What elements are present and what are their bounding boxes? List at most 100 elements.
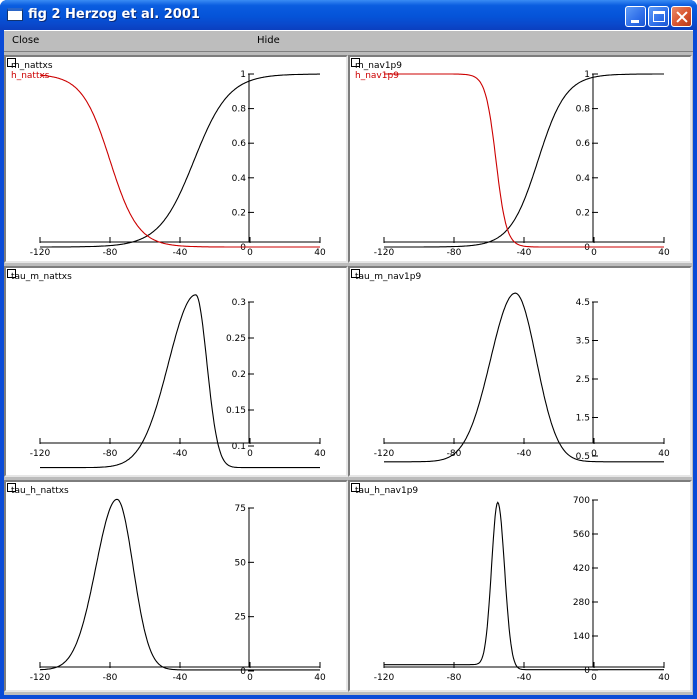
y-tick-label: 280 (573, 598, 590, 608)
x-tick-label: 40 (314, 449, 326, 459)
graph-checkbox[interactable] (7, 269, 16, 278)
y-tick-label: 0.3 (232, 298, 246, 308)
graph-checkbox[interactable] (351, 483, 360, 492)
series-line-m-nattxs (40, 73, 320, 248)
y-tick-label: 140 (573, 632, 590, 642)
y-tick-label: 0.15 (226, 406, 246, 416)
x-tick-label: -120 (374, 673, 395, 683)
x-tick-label: -120 (30, 449, 51, 459)
maximize-button[interactable] (648, 6, 669, 27)
y-tick-label: 700 (573, 496, 590, 506)
menu-close[interactable]: Close (12, 35, 40, 46)
series-label-m-nav1p9: m_nav1p9 (355, 61, 402, 71)
y-tick-label: 0.8 (232, 105, 247, 115)
y-tick-label: 0 (240, 667, 246, 677)
series-line-tau-h-nav1p9 (384, 501, 664, 671)
y-tick-label: 0.1 (232, 442, 246, 452)
graph-checkbox[interactable] (351, 269, 360, 278)
y-tick-label: 25 (235, 613, 246, 623)
window-client-area: Close Hide -120 -80 -40 0 40 0 0.2 0.4 0.6 0.8 1 m_… (4, 30, 693, 695)
chart-svg-1: -120 -80 -40 0 40 0 0.2 0.4 0.6 0.8 1 (30, 70, 326, 258)
y-tick-label: 0.6 (232, 139, 247, 149)
x-tick-label: 0 (247, 449, 253, 459)
graph-panel-4[interactable]: -120 -80 -40 0 40 0.5 1.5 2.5 3.5 4.5 tau_m_nav1p9 (348, 266, 692, 477)
x-tick-label: -40 (173, 449, 188, 459)
series-line-h-nav1p9 (384, 73, 664, 248)
close-window-button[interactable] (671, 6, 692, 27)
x-tick-label: 40 (658, 449, 670, 459)
chart-svg-3: -120 -80 -40 0 40 0.1 0.15 0.2 0.25 0.3 (30, 294, 326, 469)
graph-panel-5[interactable]: -120 -80 -40 0 40 0 25 50 75 tau_h_nattxs (4, 480, 348, 692)
menu-hide[interactable]: Hide (257, 35, 280, 46)
series-label-tau-h-nav1p9: tau_h_nav1p9 (355, 486, 419, 496)
x-tick-label: -80 (103, 673, 118, 683)
series-line-m-nav1p9 (384, 73, 664, 248)
graph-checkbox[interactable] (7, 483, 16, 492)
x-tick-label: 0 (591, 449, 597, 459)
y-tick-label: 1.5 (576, 414, 590, 424)
y-tick-label: 0.2 (232, 208, 246, 218)
x-tick-label: -40 (517, 449, 532, 459)
x-tick-label: 40 (314, 673, 326, 683)
window-title: fig 2 Herzog et al. 2001 (28, 7, 200, 22)
minimize-button[interactable] (625, 6, 646, 27)
y-tick-label: 2.5 (576, 375, 590, 385)
y-tick-label: 0 (240, 243, 246, 253)
series-line-tau-h-nattxs (40, 498, 320, 671)
x-tick-label: 0 (247, 673, 253, 683)
x-tick-label: 40 (658, 673, 670, 683)
series-label-tau-h-nattxs: tau_h_nattxs (11, 486, 69, 496)
app-window-icon (7, 8, 23, 21)
title-bar[interactable]: fig 2 Herzog et al. 2001 (0, 0, 697, 30)
series-label-tau-m-nav1p9: tau_m_nav1p9 (355, 272, 422, 282)
menu-bar: Close Hide (4, 30, 693, 52)
series-label-tau-m-nattxs: tau_m_nattxs (11, 272, 72, 282)
minimize-icon (631, 20, 639, 23)
y-tick-label: 0.5 (576, 452, 590, 462)
series-label-h-nattxs: h_nattxs (11, 71, 50, 81)
x-tick-label: -80 (447, 248, 462, 258)
x-tick-label: 40 (658, 248, 670, 258)
y-tick-label: 0.6 (576, 139, 591, 149)
series-line-tau-m-nav1p9 (384, 292, 664, 463)
chart-svg-2: -120 -80 -40 0 40 0 0.2 0.4 0.6 0.8 1 (374, 70, 670, 258)
y-tick-label: 3.5 (576, 337, 590, 347)
series-line-tau-m-nattxs (40, 294, 320, 469)
x-tick-label: -40 (517, 248, 532, 258)
graph-panel-2[interactable]: -120 -80 -40 0 40 0 0.2 0.4 0.6 0.8 1 m_nav1p9 h_nav… (348, 55, 692, 263)
graph-checkbox[interactable] (351, 58, 360, 67)
graph-checkbox[interactable] (7, 58, 16, 67)
x-tick-label: -120 (374, 248, 395, 258)
y-tick-label: 1 (584, 70, 590, 80)
y-tick-label: 0 (584, 243, 590, 253)
graph-panel-6[interactable]: -120 -80 -40 0 40 0 140 280 420 560 700 tau_h_nav1p… (348, 480, 692, 692)
chart-svg-6: -120 -80 -40 0 40 0 140 280 420 560 700 (374, 496, 670, 683)
chart-svg-4: -120 -80 -40 0 400.51.52.53.54.5 (374, 292, 670, 463)
x-tick-label: -40 (517, 673, 532, 683)
x-tick-label: 0 (247, 248, 253, 258)
maximize-icon (653, 11, 665, 22)
x-tick-label: -120 (30, 673, 51, 683)
y-tick-label: 0.2 (232, 370, 246, 380)
x-tick-label: -120 (374, 449, 395, 459)
y-tick-label: 0.25 (226, 334, 246, 344)
y-tick-label: 0.8 (576, 105, 591, 115)
x-tick-label: -80 (447, 673, 462, 683)
x-tick-label: 0 (591, 673, 597, 683)
x-tick-label: 40 (314, 248, 326, 258)
x-tick-label: -40 (173, 248, 188, 258)
y-tick-label: 0 (584, 666, 590, 676)
graph-panel-1[interactable]: -120 -80 -40 0 40 0 0.2 0.4 0.6 0.8 1 m_nattxs h_nat… (4, 55, 348, 263)
graph-panel-3[interactable]: -120 -80 -40 0 40 0.1 0.15 0.2 0.25 0.3 tau_m_natt… (4, 266, 348, 477)
x-tick-label: 0 (591, 248, 597, 258)
x-tick-label: -80 (103, 449, 118, 459)
y-tick-label: 75 (235, 504, 246, 514)
y-tick-label: 0.4 (576, 174, 591, 184)
chart-svg-5: -120 -80 -40 0 40 0 25 50 75 (30, 498, 326, 683)
y-tick-label: 4.5 (576, 298, 590, 308)
y-tick-label: 560 (573, 530, 590, 540)
y-tick-label: 0.4 (232, 174, 247, 184)
y-tick-label: 0.2 (576, 208, 590, 218)
x-tick-label: -120 (30, 248, 51, 258)
series-label-m-nattxs: m_nattxs (11, 61, 53, 71)
